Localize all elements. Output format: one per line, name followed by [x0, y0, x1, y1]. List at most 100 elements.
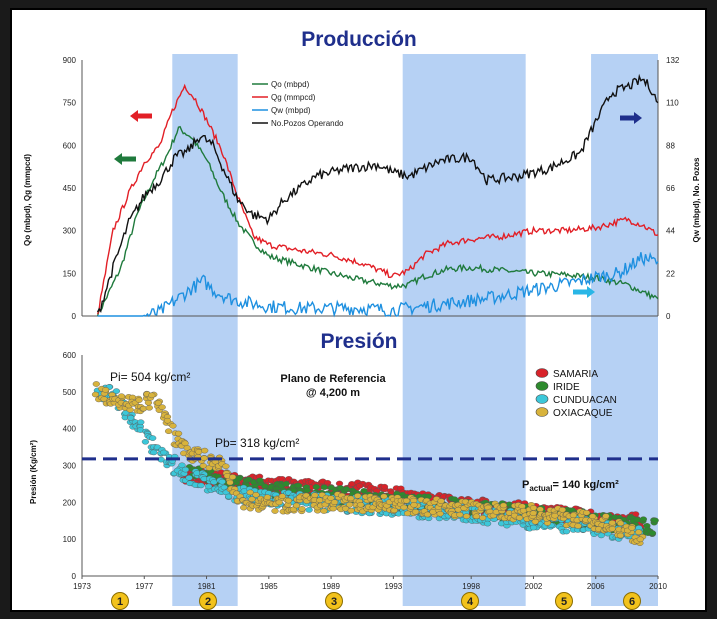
pressure-point: [346, 501, 354, 508]
pressure-axes: 0 100 200 300 400 500 600 1973 1977 1981 1985 1989 1…: [63, 351, 668, 591]
shaded-band-1: [172, 54, 238, 606]
pressure-point: [200, 455, 208, 461]
production-right-tick-label: 88: [666, 141, 675, 150]
pressure-x-tick-label: 1989: [322, 582, 340, 591]
pressure-scatter-points: [91, 381, 659, 546]
pressure-point: [275, 499, 283, 506]
pressure-point: [181, 466, 190, 473]
pressure-point: [92, 381, 100, 387]
pressure-point: [602, 513, 610, 519]
pressure-point: [282, 480, 290, 487]
pressure-point: [278, 493, 286, 500]
pressure-point: [327, 495, 335, 501]
pb-annotation: Pb= 318 kg/cm²: [215, 436, 299, 450]
pressure-point: [437, 498, 445, 504]
pressure-point: [402, 497, 411, 504]
pressure-point: [235, 475, 243, 482]
pressure-point: [423, 511, 432, 518]
pressure-point: [436, 510, 444, 517]
pressure-point: [536, 506, 544, 513]
pressure-point: [582, 509, 591, 516]
stage-circle-2: [199, 592, 217, 610]
pressure-point: [311, 492, 319, 499]
pressure-y-tick-label: 600: [63, 351, 77, 360]
production-arrow-head: [130, 110, 138, 122]
pressure-point: [531, 518, 539, 525]
pressure-point: [354, 492, 362, 499]
reference-plane-line2: @ 4,200 m: [306, 387, 360, 399]
pressure-x-tick-label: 2006: [587, 582, 605, 591]
pressure-point: [616, 520, 625, 527]
pressure-point: [357, 501, 365, 508]
pressure-legend-label: OXIACAQUE: [553, 408, 613, 419]
pressure-point: [562, 528, 571, 535]
pressure-legend-swatch: [535, 407, 549, 417]
pressure-x-tick-label: 1973: [73, 582, 91, 591]
pressure-legend-swatch: [535, 368, 549, 378]
pactual-annotation: Pactual= 140 kg/cm²: [522, 479, 619, 493]
pactual-main: P: [522, 479, 529, 491]
pressure-y-tick-label: 300: [63, 462, 77, 471]
pressure-point: [246, 489, 254, 496]
pressure-point: [154, 400, 162, 406]
pressure-point: [348, 481, 356, 487]
shaded-period-bands: [172, 54, 658, 606]
production-arrow-markers: [114, 110, 642, 298]
production-legend: Qo (mbpd) Qg (mmpcd) Qw (mbpd) No.Pozos Ope…: [252, 80, 344, 128]
stage-circle-1: [111, 592, 129, 610]
pactual-value: = 140 kg/cm²: [552, 479, 619, 491]
stage-circle-3: [325, 592, 343, 610]
pressure-x-tick-label: 1977: [135, 582, 153, 591]
pressure-point: [181, 440, 189, 447]
production-left-tick-label: 600: [63, 141, 77, 150]
pressure-point: [225, 493, 233, 500]
pressure-legend-label: SAMARIA: [553, 369, 598, 380]
pressure-point: [329, 505, 337, 512]
production-legend-label: Qo (mbpd): [271, 80, 310, 89]
pressure-point: [648, 530, 657, 536]
pressure-point: [347, 495, 355, 502]
pressure-point: [529, 510, 537, 517]
pressure-point: [205, 483, 213, 490]
pressure-point: [479, 514, 487, 521]
pressure-point: [210, 479, 218, 485]
pressure-point: [616, 532, 625, 539]
production-legend-label: Qw (mbpd): [271, 106, 311, 115]
production-left-axis-label: Qo (mbpd), Qg (mmpcd): [23, 154, 32, 246]
pressure-point: [472, 513, 481, 520]
production-series-line: [96, 83, 659, 315]
production-left-tick-label: 450: [63, 184, 77, 193]
pressure-point: [651, 517, 659, 524]
pressure-point: [141, 438, 150, 445]
production-arrow-head: [114, 153, 122, 165]
production-arrow-head: [634, 112, 642, 124]
pressure-point: [400, 504, 408, 511]
pressure-point: [320, 484, 328, 491]
pressure-point: [342, 486, 351, 492]
pressure-point: [316, 497, 324, 504]
pressure-point: [303, 487, 311, 494]
pressure-point: [298, 506, 306, 512]
pressure-point: [412, 508, 420, 515]
pressure-y-tick-label: 500: [63, 388, 77, 397]
stage-number: 2: [205, 596, 211, 608]
pressure-point: [320, 508, 328, 514]
pressure-legend: SAMARIA IRIDE CUNDUACAN OXIACAQUE: [535, 368, 617, 419]
pressure-point: [137, 419, 145, 426]
pressure-point: [410, 502, 418, 508]
production-left-tick-label: 0: [72, 312, 77, 321]
pressure-x-tick-label: 1985: [260, 582, 278, 591]
pressure-point: [218, 478, 226, 485]
pressure-point: [558, 506, 567, 513]
pressure-point: [463, 513, 471, 520]
pressure-point: [135, 397, 143, 403]
production-series-line: [96, 125, 659, 317]
pressure-point: [112, 388, 121, 394]
pressure-point: [149, 435, 157, 441]
pressure-title: Presión: [320, 330, 397, 353]
pressure-point: [158, 404, 166, 411]
stage-number: 3: [331, 596, 337, 608]
pressure-point: [635, 529, 643, 536]
pressure-point: [569, 512, 578, 519]
stage-circle-6: [623, 592, 641, 610]
